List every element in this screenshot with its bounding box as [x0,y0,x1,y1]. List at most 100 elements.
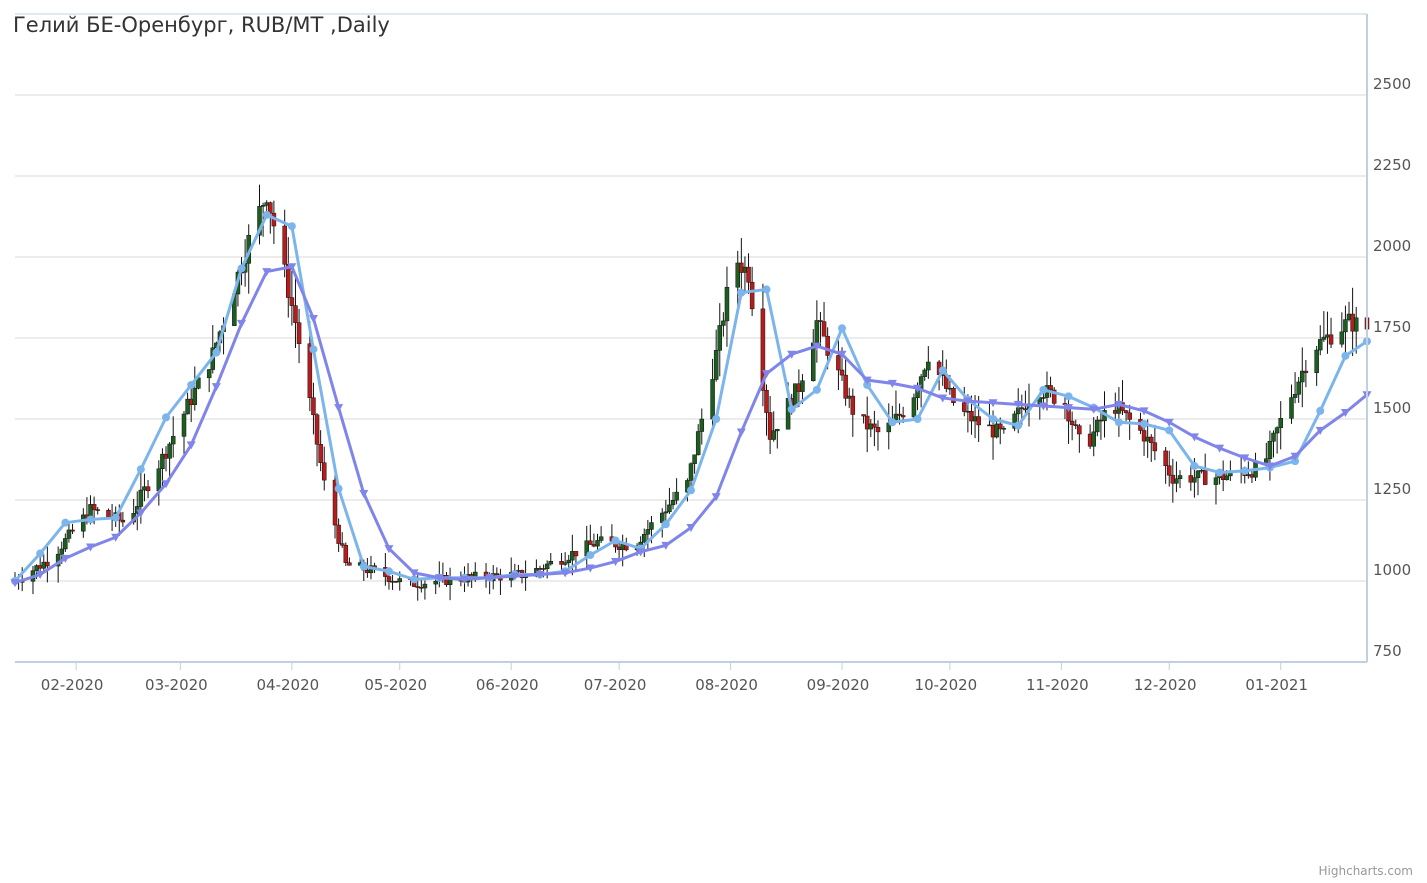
grid-lines [15,94,1367,582]
candle-body [106,509,111,518]
candle-body [818,320,823,322]
series-marker-triangle [111,533,121,542]
series-marker-triangle [384,545,394,554]
candle-body [710,379,715,420]
candle-body [900,415,906,418]
candle-body [1328,334,1334,345]
series-marker-triangle [812,342,822,351]
candle-body [282,225,287,265]
x-tick-label: 07-2020 [584,676,647,694]
series-marker-triangle [988,399,998,408]
series-marker-circle [737,288,746,297]
candle-body [386,576,392,583]
series-marker-circle [111,513,120,522]
candle-body [562,562,568,565]
candle-body [257,206,262,236]
candle-body [170,436,176,445]
series-marker-triangle [1240,454,1250,463]
series-marker-triangle [1290,452,1300,461]
x-axis-labels: 02-2020 03-2020 04-2020 05-2020 06-2020 07-20… [41,662,1308,694]
candle-body [1321,336,1327,340]
candle-body [120,519,126,523]
candle-body [1195,470,1201,479]
candle-body [433,581,438,585]
candle-body [692,454,697,464]
candle-body [343,544,349,563]
series-marker-triangle [535,571,545,580]
series-marker-circle [1341,351,1350,360]
candle-body [1292,394,1298,398]
candle-body [1177,475,1183,480]
candle-body [850,395,856,415]
series-marker-circle [262,210,271,219]
series-marker-triangle [862,376,872,385]
candle-body [1069,420,1075,425]
series-marker-circle [136,465,145,474]
candle-body [1149,436,1154,443]
highcharts-credit[interactable]: Highcharts.com [1319,864,1413,878]
candle-body [1077,425,1082,435]
series-marker-circle [187,380,196,389]
candle-body [897,413,902,416]
candle-body [1019,407,1025,409]
candle-body [1127,412,1132,420]
candle-body [717,325,723,351]
candle-body [59,548,64,555]
candle-body [588,540,593,545]
candle-body [735,262,740,288]
series-marker-triangle [787,350,797,359]
candle-body [311,397,316,416]
candle-body [695,431,701,456]
series-marker-circle [36,549,45,558]
series-marker-circle [309,345,318,354]
series-marker-circle [1291,457,1300,466]
candle-body [66,529,72,539]
x-tick-label: 06-2020 [476,676,539,694]
candle-body [1339,331,1345,345]
candle-body [1001,428,1007,430]
candle-body [1278,418,1283,428]
candle-body [1048,385,1053,391]
candle-body [800,380,805,392]
candle-body [1041,397,1046,399]
series-marker-triangle [262,268,272,277]
candle-body [864,415,870,430]
candle-body [81,514,86,532]
series-marker-triangle [1164,418,1174,427]
candle-body [767,412,773,440]
series-marker-circle [1215,468,1224,477]
series-marker-circle [237,264,246,273]
candle-body [821,321,827,337]
candle-body [206,369,212,379]
series-marker-triangle [237,319,247,328]
series-marker-triangle [308,315,318,324]
series-marker-circle [212,348,221,357]
series-marker-circle [913,415,922,423]
series-marker-triangle [1215,444,1225,453]
candle-body [1289,397,1294,419]
series-marker-triangle [10,579,20,588]
series-marker-triangle [887,379,897,388]
candle-body [1264,458,1269,463]
candle-body [1091,431,1096,447]
series-marker-triangle [636,548,646,557]
candle-body [893,413,899,421]
series-marker-circle [687,486,695,495]
candle-body [1318,339,1323,351]
candle-body [1152,442,1158,452]
candle-body [724,286,730,322]
series-marker-triangle [585,564,595,573]
x-tick-label: 08-2020 [695,676,758,694]
series-marker-triangle [434,574,444,583]
series-marker-triangle [661,541,671,550]
candle-body [926,361,931,371]
candle-body [663,511,669,514]
candle-body [548,561,554,565]
y-tick-label: 2500 [1373,75,1411,93]
series-marker-triangle [711,493,721,502]
candle-body [167,443,172,459]
series-marker-triangle [762,370,772,379]
candle-body [160,453,165,470]
series-marker-triangle [1038,402,1048,411]
